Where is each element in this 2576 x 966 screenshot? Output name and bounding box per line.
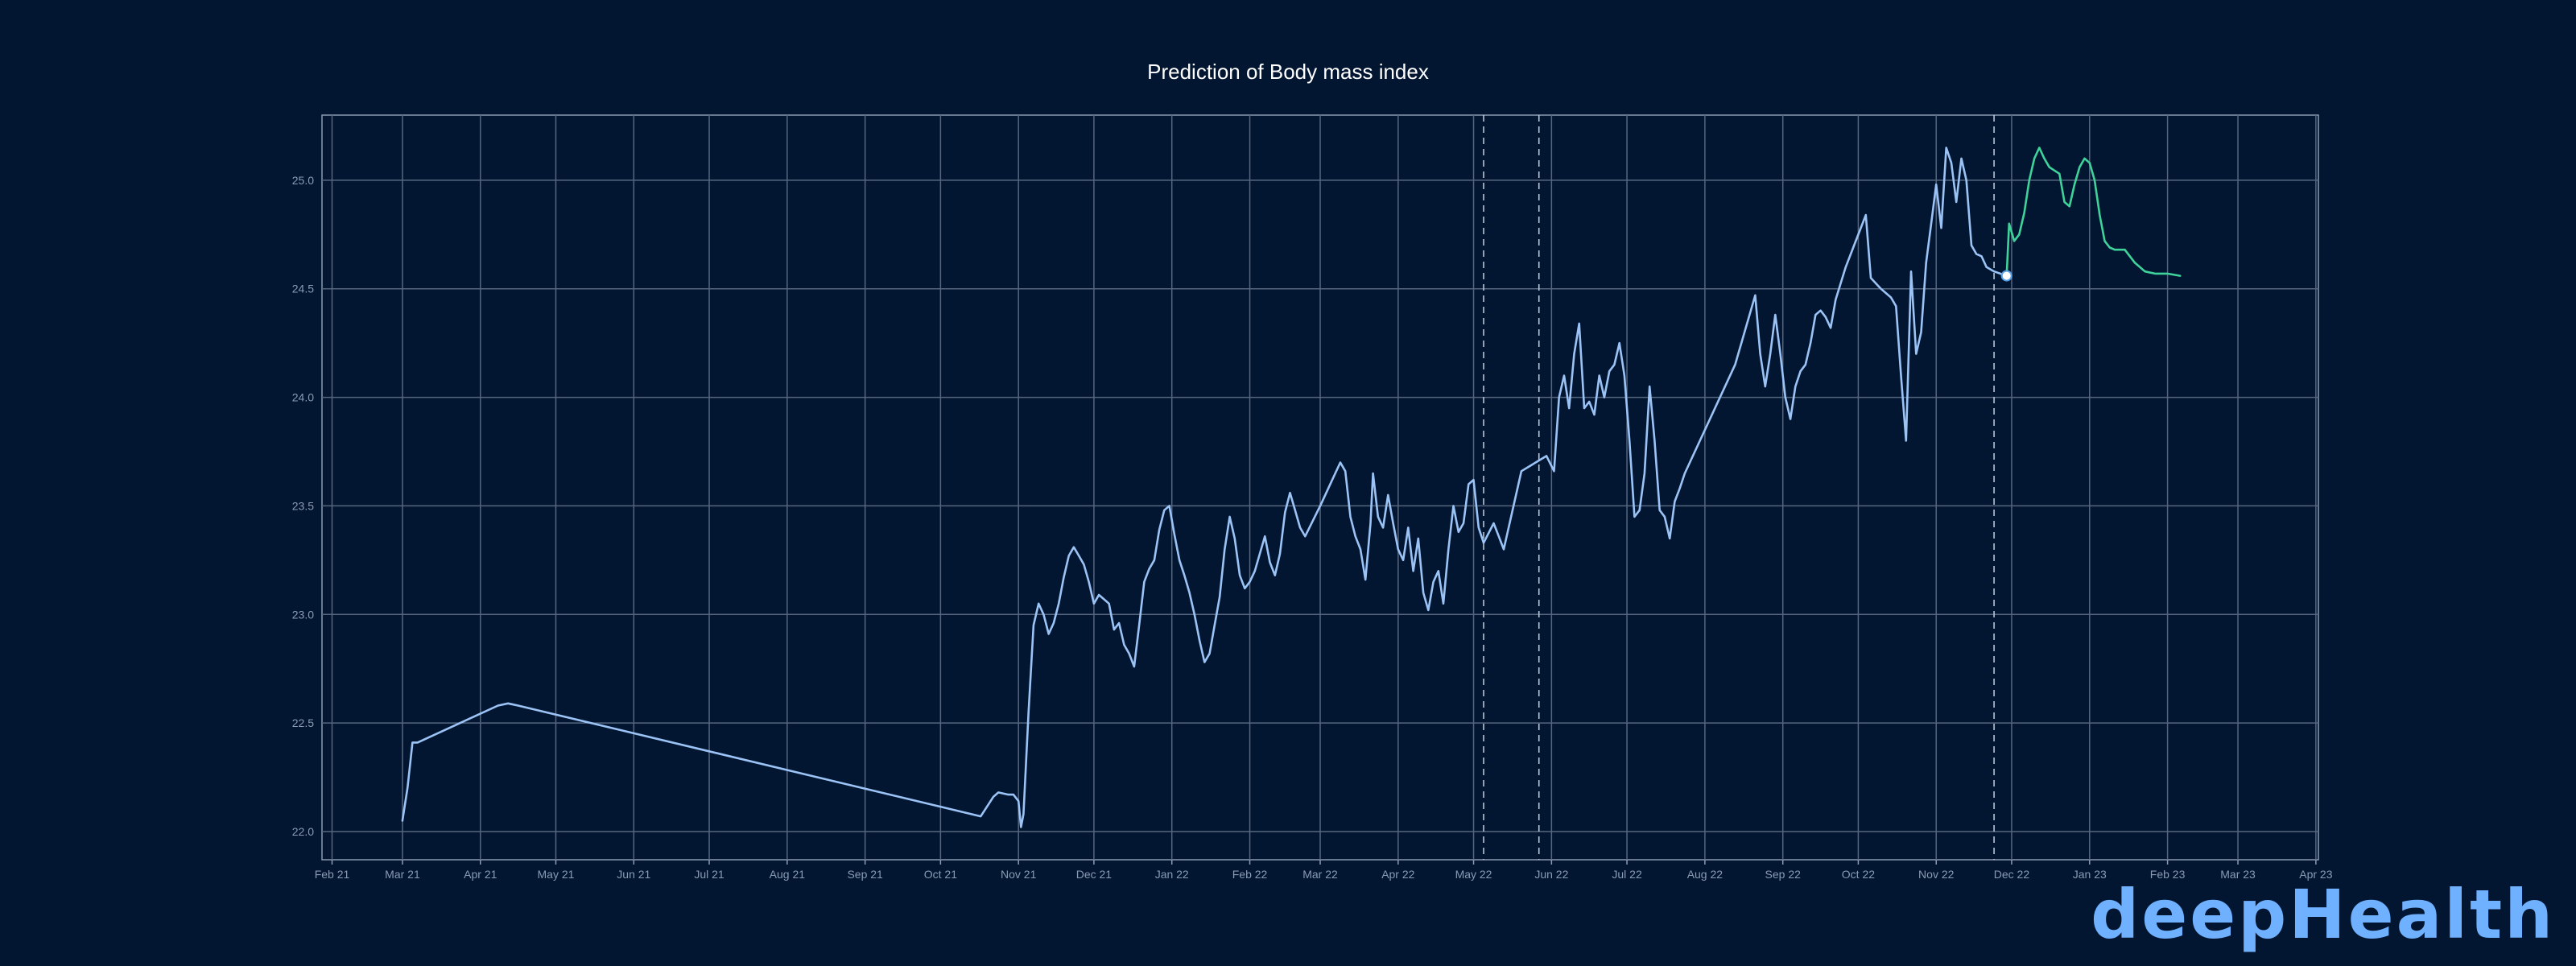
x-tick-label: Nov 21 (1001, 868, 1037, 881)
x-tick-label: Aug 22 (1687, 868, 1724, 881)
event-lines (1483, 115, 1995, 860)
x-tick-label: Jul 21 (694, 868, 724, 881)
x-tick-label: Oct 21 (924, 868, 957, 881)
x-tick-label: Sep 22 (1765, 868, 1802, 881)
deephealth-logo: deepHealth (2091, 875, 2555, 954)
x-tick-label: May 21 (538, 868, 575, 881)
x-tick-label: Oct 22 (1842, 868, 1875, 881)
x-tick-label: Feb 22 (1232, 868, 1268, 881)
x-tick-label: Jul 22 (1612, 868, 1642, 881)
y-tick-label: 23.0 (292, 608, 314, 621)
x-tick-label: Apr 23 (2299, 868, 2332, 881)
series-layer (401, 147, 2182, 828)
marker-layer (2000, 270, 2013, 282)
y-tick-label: 22.0 (292, 825, 314, 838)
y-tick-label: 22.5 (292, 716, 314, 729)
x-tick-label: Jun 21 (617, 868, 650, 881)
x-tick-label: Apr 22 (1381, 868, 1414, 881)
axis-labels: 22.0 22.5 23.0 23.5 24.0 24.5 25.0 Feb 21 Mar 21… (292, 174, 2333, 881)
current-value-marker (2000, 270, 2013, 282)
x-tick-label: Feb 21 (315, 868, 350, 881)
x-tick-label: Nov 22 (1918, 868, 1955, 881)
x-tick-label: Apr 21 (464, 868, 497, 881)
history-series-line (401, 147, 2008, 828)
x-tick-label: Feb 23 (2150, 868, 2186, 881)
x-tick-label: Jan 23 (2073, 868, 2107, 881)
x-tick-label: Dec 22 (1994, 868, 2030, 881)
x-tick-label: May 22 (1455, 868, 1492, 881)
x-tick-label: Sep 21 (847, 868, 883, 881)
y-tick-label: 24.5 (292, 283, 314, 295)
y-tick-label: 25.0 (292, 174, 314, 187)
x-tick-label: Mar 22 (1302, 868, 1338, 881)
x-tick-label: Mar 21 (385, 868, 420, 881)
x-tick-label: Jun 22 (1534, 868, 1568, 881)
grid-layer (322, 115, 2318, 860)
y-tick-label: 23.5 (292, 499, 314, 512)
x-tick-label: Mar 23 (2220, 868, 2256, 881)
x-tick-label: Dec 21 (1076, 868, 1113, 881)
x-tick-label: Aug 21 (770, 868, 806, 881)
y-tick-label: 24.0 (292, 391, 314, 404)
prediction-series-line (2005, 147, 2182, 277)
x-tick-label: Jan 22 (1155, 868, 1189, 881)
chart-title: Prediction of Body mass index (1147, 60, 1429, 84)
